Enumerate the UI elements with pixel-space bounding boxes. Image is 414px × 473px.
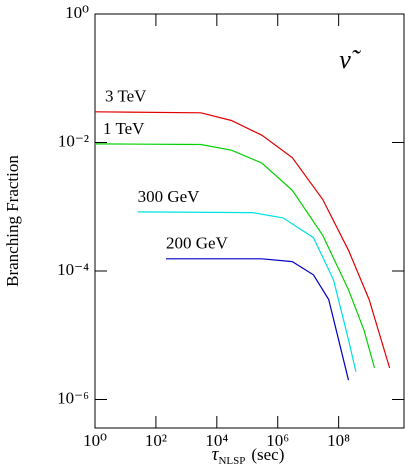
y-tick-label: 10⁻⁶ (57, 388, 89, 407)
x-tick-label: 10⁰ (83, 431, 107, 450)
x-tick-label: 10² (145, 431, 167, 450)
x-axis-label: τNLSP (sec) (212, 444, 285, 466)
x-label-subscript: NLSP (218, 455, 245, 467)
plot-frame (94, 13, 405, 429)
x-label-unit: (sec) (251, 445, 284, 464)
y-tick-label: 10⁻⁴ (57, 260, 89, 279)
x-tick-label: 10⁸ (327, 431, 350, 450)
series-line (166, 258, 350, 381)
x-tick-label: 10⁴ (205, 431, 228, 450)
annotation: ν̃ (339, 45, 362, 74)
x-label-symbol: τ (212, 444, 220, 465)
y-axis-label: Branching Fraction (3, 155, 22, 287)
series-label: 3 TeV (105, 87, 147, 106)
series-label: 300 GeV (138, 187, 201, 206)
series-label: 1 TeV (103, 119, 145, 138)
y-tick-label: 10⁻² (58, 131, 89, 150)
x-tick-label: 10⁶ (266, 431, 289, 450)
series-label: 200 GeV (166, 234, 229, 253)
series-line (94, 111, 391, 369)
y-tick-label: 10⁰ (65, 3, 89, 22)
series-line (94, 143, 376, 369)
series-line (137, 211, 357, 372)
